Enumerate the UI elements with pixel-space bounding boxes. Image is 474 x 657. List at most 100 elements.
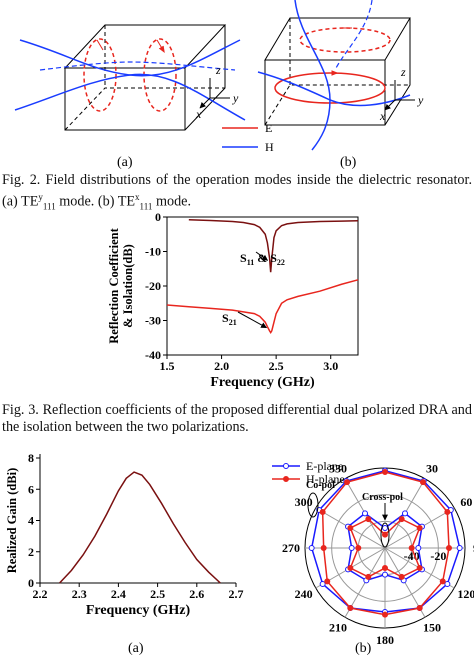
x-axis-label: Frequency (GHz) xyxy=(210,375,315,390)
theta-tick-label: 60 xyxy=(460,495,472,509)
y-axis-label: Realized Gain (dBi) xyxy=(5,468,19,574)
axis-label: y xyxy=(232,91,239,105)
y-tick-label: 0 xyxy=(28,576,34,590)
polar-marker xyxy=(382,571,388,578)
legend-marker xyxy=(283,463,289,469)
polar-marker xyxy=(444,509,451,515)
legend-label: E xyxy=(265,121,272,135)
polar-marker xyxy=(402,510,408,517)
caption-text: Fig. 2. Field distributions of the opera… xyxy=(2,172,472,210)
diagram-a xyxy=(14,24,258,148)
theta-tick-label: 300 xyxy=(295,495,313,509)
x-tick-label: 3.0 xyxy=(323,359,338,373)
y-tick-label: 6 xyxy=(28,482,34,496)
legend-label: E-plane xyxy=(306,459,343,473)
polar-marker xyxy=(347,525,354,531)
annotation: Cross-pol xyxy=(362,492,403,503)
polar-marker xyxy=(382,565,388,571)
caption-text: 111 xyxy=(139,201,153,212)
axis-label: z xyxy=(400,65,406,79)
annotation-text: 11 xyxy=(247,258,255,267)
polar-marker xyxy=(416,605,423,612)
y-axis-label: & Isolation(dB) xyxy=(121,244,135,328)
caption-text: mode. xyxy=(152,193,192,210)
annotation: S21 xyxy=(222,311,237,327)
polar-marker xyxy=(355,545,362,551)
y-tick-label: 0 xyxy=(155,210,161,224)
axis-label: x xyxy=(195,107,202,121)
y-tick-label: -30 xyxy=(145,314,161,328)
theta-tick-label: 210 xyxy=(329,621,347,635)
panel-label: (a) xyxy=(117,155,133,170)
theta-tick-label: 180 xyxy=(376,633,394,647)
x-tick-label: 2.3 xyxy=(72,587,87,601)
polar-marker xyxy=(308,545,315,551)
axis-label: z xyxy=(215,63,221,77)
annotation: Co-pol xyxy=(306,480,335,491)
polar-marker xyxy=(439,578,446,585)
caption-text: 111 xyxy=(42,201,56,212)
panel-label: (b) xyxy=(340,155,357,170)
annotation-arrow xyxy=(237,311,268,329)
polar-marker xyxy=(362,510,368,517)
polar-marker xyxy=(416,525,423,531)
polar-marker xyxy=(319,509,326,515)
annotation-mark xyxy=(307,492,319,518)
x-tick-label: 2.7 xyxy=(229,587,244,601)
annotation-text: S xyxy=(222,311,229,325)
legend-label: H-plane xyxy=(306,472,345,486)
diagram-b xyxy=(257,0,415,151)
x-tick-label: 2.5 xyxy=(269,359,284,373)
annotation-text: 22 xyxy=(277,258,285,267)
polar-marker xyxy=(382,525,388,531)
x-axis-label: Frequency (GHz) xyxy=(86,603,191,618)
y-tick-label: -10 xyxy=(145,245,161,259)
theta-tick-label: 150 xyxy=(423,621,441,635)
polar-marker xyxy=(382,469,388,475)
polar-marker xyxy=(347,565,354,571)
polar-marker xyxy=(398,573,405,580)
x-tick-label: 2.5 xyxy=(150,587,165,601)
axis-label: y xyxy=(417,93,424,107)
polar-marker xyxy=(365,573,372,580)
x-tick-label: 2.4 xyxy=(111,587,126,601)
x-tick-label: 2.0 xyxy=(214,359,229,373)
caption-text: x xyxy=(135,192,140,202)
polar-marker xyxy=(320,545,327,551)
polar-marker xyxy=(408,545,415,551)
annotation-text: S xyxy=(240,251,247,265)
plot-frame xyxy=(166,216,359,356)
theta-tick-label: 30 xyxy=(426,461,438,475)
polar-marker xyxy=(382,611,388,618)
y-tick-label: 2 xyxy=(28,545,34,559)
caption-text: y xyxy=(38,192,43,202)
annotation: S11 & S22 xyxy=(240,251,285,267)
annotation-mark xyxy=(380,522,390,548)
x-tick-label: 1.5 xyxy=(160,359,175,373)
theta-tick-label: 330 xyxy=(329,461,347,475)
y-tick-label: 4 xyxy=(28,514,34,528)
r-tick-label: -20 xyxy=(430,549,446,563)
polar-marker xyxy=(446,545,452,551)
line-series xyxy=(59,471,221,584)
panel-label: (a) xyxy=(128,641,144,656)
polar-marker xyxy=(420,479,426,486)
legend-marker xyxy=(283,476,289,482)
axis-label: x xyxy=(379,109,386,123)
polar-marker xyxy=(324,578,331,585)
legend-label: H xyxy=(265,140,274,154)
annotation-text: 21 xyxy=(229,318,237,327)
theta-tick-label: 240 xyxy=(295,587,313,601)
theta-tick-label: 270 xyxy=(282,541,300,555)
x-tick-label: 2.2 xyxy=(33,587,48,601)
polar-marker xyxy=(398,516,405,523)
polar-marker xyxy=(415,545,422,551)
polar-marker xyxy=(382,531,388,538)
theta-tick-label: 120 xyxy=(457,587,474,601)
polar-marker xyxy=(348,545,355,551)
caption-text: mode. (b) TE xyxy=(55,193,136,210)
x-tick-label: 2.6 xyxy=(189,587,204,601)
polar-marker xyxy=(365,516,372,523)
polar-marker xyxy=(319,581,326,587)
